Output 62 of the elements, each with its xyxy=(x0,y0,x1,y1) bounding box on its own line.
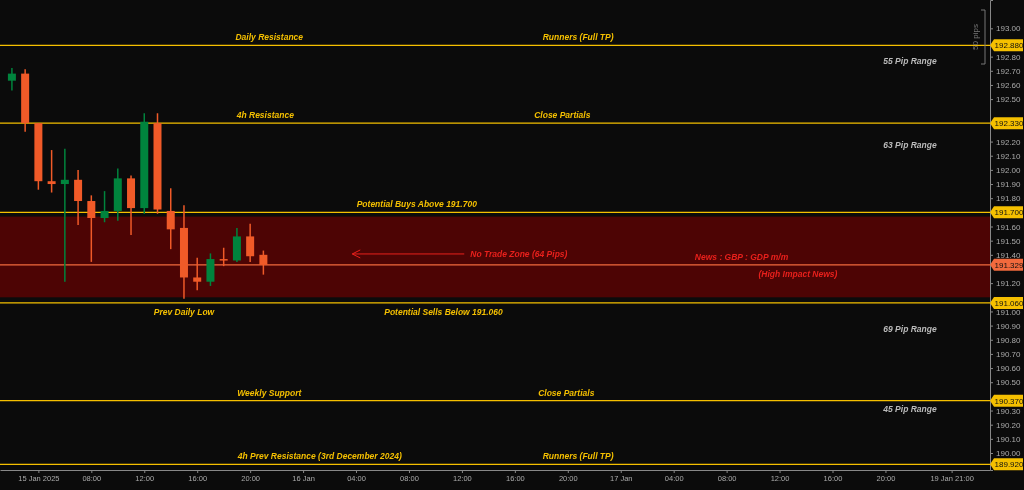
ref-line-label: 192.330 xyxy=(994,119,1024,129)
y-tick-label: 190.10 xyxy=(996,434,1022,444)
y-tick-label: 192.50 xyxy=(996,95,1022,105)
candlestick xyxy=(7,67,16,92)
annotation: Daily Resistance xyxy=(235,32,304,43)
y-tick-label: 191.80 xyxy=(996,194,1022,204)
candlestick xyxy=(219,246,228,267)
annotation: Close Partials xyxy=(534,110,591,121)
ref-line-label: 191.329 xyxy=(994,260,1024,270)
candlestick xyxy=(246,222,255,263)
candlestick xyxy=(74,169,83,226)
annotation: 4h Prev Resistance (3rd December 2024) xyxy=(236,451,402,462)
candlestick xyxy=(60,147,69,283)
candlestick xyxy=(206,252,215,287)
y-tick-label: 190.20 xyxy=(996,420,1022,430)
y-tick-label: 191.50 xyxy=(996,236,1022,246)
y-tick-label: 190.80 xyxy=(996,335,1022,345)
y-tick-label: 192.10 xyxy=(996,151,1022,161)
annotation: 55 Pip Range xyxy=(883,56,937,67)
y-tick-label: 192.80 xyxy=(996,52,1022,62)
ref-line-label: 189.920 xyxy=(994,460,1024,470)
annotation: Potential Sells Below 191.060 xyxy=(384,306,504,317)
annotation: Prev Daily Low xyxy=(153,306,216,317)
annotation: 63 Pip Range xyxy=(883,139,937,150)
y-tick-label: 190.90 xyxy=(996,321,1022,331)
y-tick-label: 191.90 xyxy=(996,180,1022,190)
y-tick-label: 192.20 xyxy=(996,137,1022,147)
y-tick-label: 192.00 xyxy=(996,165,1022,175)
y-tick-label: 193.00 xyxy=(996,24,1022,34)
annotation: 50 pips xyxy=(971,24,980,50)
annotation: Runners (Full TP) xyxy=(542,451,614,462)
y-tick-label: 190.30 xyxy=(996,406,1022,416)
annotation: Runners (Full TP) xyxy=(542,32,614,43)
y-tick-label: 190.70 xyxy=(996,349,1022,359)
annotation: Close Partials xyxy=(538,387,595,398)
y-tick-label: 191.20 xyxy=(996,279,1022,289)
annotation: No Trade Zone (64 Pips) xyxy=(470,248,568,259)
y-tick-label: 192.60 xyxy=(996,81,1022,90)
candlestick xyxy=(259,249,268,276)
annotation: News : GBP : GDP m/m xyxy=(694,251,789,262)
y-tick-label: 192.70 xyxy=(996,66,1022,76)
candlestick xyxy=(47,149,56,194)
y-tick-label: 191.40 xyxy=(996,250,1022,260)
annotation: 45 Pip Range xyxy=(882,404,937,415)
annotation: 69 Pip Range xyxy=(883,323,937,334)
annotation: Potential Buys Above 191.700 xyxy=(356,199,478,210)
y-tick-label: 191.60 xyxy=(996,222,1022,232)
y-tick-label: 190.00 xyxy=(996,449,1022,459)
y-tick-label: 190.60 xyxy=(996,364,1022,374)
candlestick xyxy=(166,187,175,250)
annotation: (High Impact News) xyxy=(758,268,838,279)
annotation: 4h Resistance xyxy=(235,110,295,121)
candlestick xyxy=(87,194,96,263)
ref-line-label: 191.700 xyxy=(994,208,1024,218)
y-tick-label: 191.00 xyxy=(996,307,1022,317)
ref-line-label: 190.370 xyxy=(994,396,1024,406)
ref-line-label: 192.880 xyxy=(994,41,1024,51)
ref-line-label: 191.060 xyxy=(994,298,1024,308)
candlestick xyxy=(100,190,109,224)
annotation: Weekly Support xyxy=(237,387,303,398)
candlestick xyxy=(193,256,202,291)
y-tick-label: 190.50 xyxy=(996,378,1022,388)
